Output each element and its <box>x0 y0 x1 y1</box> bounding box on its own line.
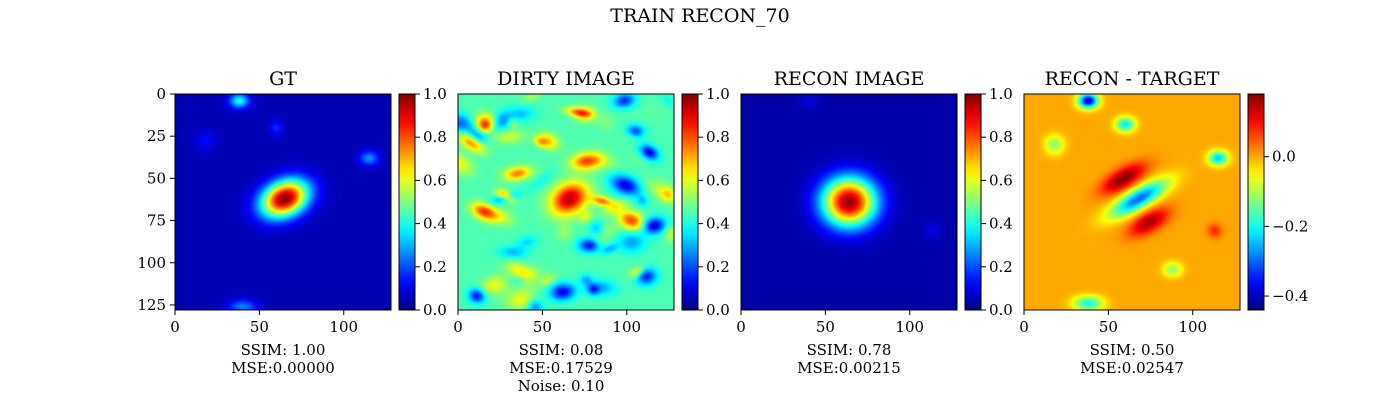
colorbar-tick-label: 1.0 <box>423 85 447 103</box>
colorbar-tick-label: 0.6 <box>423 171 447 189</box>
panel-title: DIRTY IMAGE <box>497 68 635 90</box>
x-tick-label: 100 <box>1178 318 1207 336</box>
colorbar-tick-label: 0.0 <box>423 301 447 319</box>
colorbar-tick-label: 0.2 <box>706 258 730 276</box>
x-tick-label: 0 <box>1019 318 1029 336</box>
panel-title: GT <box>269 68 297 90</box>
panel-title: RECON - TARGET <box>1045 68 1220 90</box>
x-tick-label: 100 <box>895 318 924 336</box>
heatmap-image <box>741 94 957 310</box>
colorbar-tick-label: 0.8 <box>989 128 1013 146</box>
heatmap-image <box>175 94 391 310</box>
x-tick-label: 0 <box>170 318 180 336</box>
y-tick-label: 0 <box>156 85 166 103</box>
heatmap-image <box>458 94 674 310</box>
y-tick-label: 50 <box>147 169 166 187</box>
colorbar <box>964 93 982 311</box>
caption-line: MSE:0.00215 <box>797 359 901 377</box>
x-tick-label: 50 <box>1099 318 1118 336</box>
axes-frame <box>457 93 675 311</box>
colorbar <box>398 93 416 311</box>
axes-frame <box>1023 93 1241 311</box>
colorbar-tick-label: −0.2 <box>1272 217 1308 235</box>
colorbar-tick-label: −0.4 <box>1272 287 1308 305</box>
caption-line: SSIM: 0.08 <box>519 341 604 359</box>
panel-title: RECON IMAGE <box>774 68 925 90</box>
panel-4: RECON - TARGET 0 50 100 0.0 −0.2 −0.4 SSIM: 0.5… <box>1019 68 1308 377</box>
caption-line: SSIM: 1.00 <box>241 341 326 359</box>
caption-line: MSE:0.00000 <box>231 359 335 377</box>
figure-suptitle: TRAIN RECON_70 <box>610 5 789 27</box>
axes-frame <box>740 93 958 311</box>
colorbar-tick-label: 0.6 <box>989 171 1013 189</box>
x-tick-label: 50 <box>250 318 269 336</box>
x-tick-label: 100 <box>612 318 641 336</box>
panel-2: DIRTY IMAGE 0 50 100 0.0 0.2 0.4 0.6 0.8 1.0 SSIM:… <box>453 68 730 395</box>
colorbar-tick-label: 0.4 <box>989 215 1013 233</box>
colorbar-tick-label: 1.0 <box>989 85 1013 103</box>
y-tick-label: 75 <box>147 212 166 230</box>
colorbar-tick-label: 1.0 <box>706 85 730 103</box>
colorbar-tick-label: 0.2 <box>423 258 447 276</box>
y-tick-label: 25 <box>147 127 166 145</box>
axes-frame <box>174 93 392 311</box>
x-tick-label: 100 <box>329 318 358 336</box>
colorbar-tick-label: 0.8 <box>423 128 447 146</box>
colorbar-tick-label: 0.0 <box>706 301 730 319</box>
y-tick-label: 100 <box>137 254 166 272</box>
x-tick-label: 50 <box>816 318 835 336</box>
colorbar <box>681 93 699 311</box>
y-tick-label: 125 <box>137 296 166 314</box>
caption-line: SSIM: 0.78 <box>807 341 892 359</box>
colorbar-tick-label: 0.2 <box>989 258 1013 276</box>
colorbar-tick-label: 0.4 <box>706 215 730 233</box>
caption-line: Noise: 0.10 <box>518 377 605 395</box>
x-tick-label: 0 <box>736 318 746 336</box>
panel-3: RECON IMAGE 0 50 100 0.0 0.2 0.4 0.6 0.8 1.0 SSIM:… <box>736 68 1013 377</box>
colorbar <box>1247 93 1265 311</box>
x-tick-label: 0 <box>453 318 463 336</box>
heatmap-image <box>1024 94 1240 310</box>
colorbar-tick-label: 0.8 <box>706 128 730 146</box>
colorbar-tick-label: 0.6 <box>706 171 730 189</box>
caption-line: SSIM: 0.50 <box>1090 341 1175 359</box>
caption-line: MSE:0.02547 <box>1080 359 1184 377</box>
colorbar-tick-label: 0.0 <box>1272 148 1296 166</box>
panel-1: GT 0 50 100 0 25 50 75 100 125 0.0 0.2 0.4 0.6 0.8 1.0 S… <box>137 68 447 377</box>
x-tick-label: 50 <box>533 318 552 336</box>
caption-line: MSE:0.17529 <box>509 359 613 377</box>
colorbar-tick-label: 0.4 <box>423 215 447 233</box>
colorbar-tick-label: 0.0 <box>989 301 1013 319</box>
